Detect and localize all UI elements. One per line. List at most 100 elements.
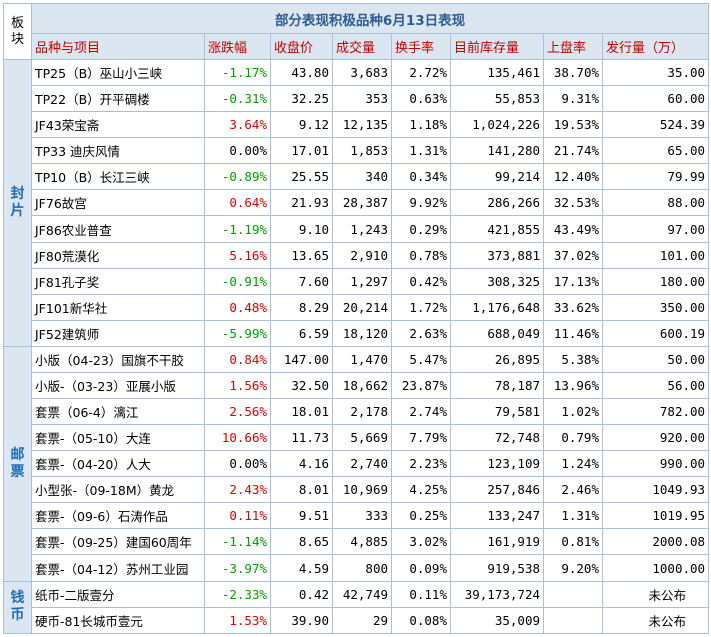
rate-cell [543, 580, 603, 608]
turnover-cell: 9.92% [391, 189, 451, 217]
rate-cell: 19.53% [543, 111, 603, 139]
sector-label: 封片 [3, 59, 32, 347]
item-name-cell: JF86农业普查 [31, 215, 205, 243]
performance-table: 板块 部分表现积极品种6月13日表现 品种与项目 涨跌幅 收盘价 成交量 换手率… [3, 3, 710, 635]
item-name-cell: JF43荣宝斋 [31, 111, 205, 139]
item-name-cell: TP25（B）巫山小三峡 [31, 58, 205, 87]
turnover-cell: 0.63% [391, 85, 451, 113]
item-name-cell: 小型张-（09-18M）黄龙 [31, 476, 205, 504]
stock-cell: 78,187 [450, 371, 544, 400]
volume-cell: 12,135 [332, 111, 392, 139]
change-cell: -5.99% [204, 319, 271, 347]
issue-cell: 50.00 [601, 345, 710, 373]
turnover-cell: 0.08% [391, 606, 451, 635]
turnover-cell: 0.78% [391, 241, 451, 269]
turnover-cell: 2.72% [391, 58, 451, 87]
rate-cell: 13.96% [543, 371, 603, 400]
change-cell: 0.00% [204, 137, 271, 165]
stock-cell: 133,247 [450, 502, 544, 530]
item-name-cell: JF52建筑师 [31, 319, 205, 347]
table-row: 套票（06-4）漓江 2.56% 18.01 2,178 2.74% 79,581 1.02… [4, 398, 710, 426]
volume-cell: 353 [332, 85, 392, 113]
item-name-cell: JF101新华社 [31, 293, 205, 321]
col-header-turnover: 换手率 [391, 33, 451, 60]
turnover-cell: 1.72% [391, 293, 451, 321]
issue-cell: 56.00 [601, 371, 710, 400]
issue-cell: 524.39 [601, 111, 710, 139]
table-row: 小型张-（09-18M）黄龙 2.43% 8.01 10,969 4.25% 257,84… [4, 476, 710, 504]
close-cell: 9.10 [270, 215, 333, 243]
turnover-cell: 2.74% [391, 398, 451, 426]
issue-cell: 35.00 [601, 58, 710, 87]
change-cell: 5.16% [204, 241, 271, 269]
item-name-cell: 套票-（04-12）苏州工业园 [31, 554, 205, 582]
stock-cell: 286,266 [450, 189, 544, 217]
turnover-cell: 0.29% [391, 215, 451, 243]
turnover-cell: 0.09% [391, 554, 451, 582]
item-name-cell: 套票（06-4）漓江 [31, 398, 205, 426]
rate-cell: 21.74% [543, 137, 603, 165]
table-row: 硬币-81长城币壹元 1.53% 39.90 29 0.08% 35,009 未公布 [4, 606, 710, 635]
stock-cell: 72,748 [450, 424, 544, 452]
close-cell: 8.65 [270, 528, 333, 556]
col-header-rate: 上盘率 [543, 33, 603, 60]
rate-cell: 9.31% [543, 85, 603, 113]
stock-cell: 135,461 [450, 58, 544, 87]
issue-cell: 79.99 [601, 163, 710, 191]
item-name-cell: 小版（04-23）国旗不干胶 [31, 345, 205, 373]
change-cell: 0.64% [204, 189, 271, 217]
col-header-name: 品种与项目 [31, 33, 205, 60]
turnover-cell: 3.02% [391, 528, 451, 556]
close-cell: 7.60 [270, 267, 333, 295]
rate-cell: 33.62% [543, 293, 603, 321]
turnover-cell: 0.11% [391, 580, 451, 608]
volume-cell: 3,683 [332, 58, 392, 87]
close-cell: 4.16 [270, 450, 333, 478]
item-name-cell: JF81孔子奖 [31, 267, 205, 295]
stock-cell: 257,846 [450, 476, 544, 504]
issue-cell: 88.00 [601, 189, 710, 217]
table-row: 套票-（09-6）石涛作品 0.11% 9.51 333 0.25% 133,247 1.3… [4, 502, 710, 530]
table-row: 封片 TP25（B）巫山小三峡 -1.17% 43.80 3,683 2.72% 135,4… [3, 58, 710, 347]
item-name-cell: 套票-（05-10）大连 [31, 424, 205, 452]
change-cell: 0.84% [204, 345, 271, 373]
rate-cell: 0.79% [543, 424, 603, 452]
sector-header: 板块 [3, 3, 32, 60]
column-headers: 品种与项目 涨跌幅 收盘价 成交量 换手率 目前库存量 上盘率 发行量（万） [4, 33, 710, 60]
stock-cell: 35,009 [450, 606, 544, 635]
table-row: 套票-（05-10）大连 10.66% 11.73 5,669 7.79% 72,748 0… [4, 424, 710, 452]
stock-cell: 99,214 [450, 163, 544, 191]
item-name-cell: 套票-（09-6）石涛作品 [31, 502, 205, 530]
close-cell: 8.01 [270, 476, 333, 504]
issue-cell: 未公布 [601, 580, 710, 608]
stock-cell: 373,881 [450, 241, 544, 269]
item-name-cell: 小版-（03-23）亚展小版 [31, 371, 205, 400]
col-header-stock: 目前库存量 [450, 33, 544, 60]
issue-cell: 990.00 [601, 450, 710, 478]
volume-cell: 10,969 [332, 476, 392, 504]
table-row: 钱币纸币-二版壹分 -2.33% 0.42 42,749 0.11% 39,173,724… [3, 580, 710, 635]
close-cell: 21.93 [270, 189, 333, 217]
volume-cell: 2,740 [332, 450, 392, 478]
item-name-cell: 硬币-81长城币壹元 [31, 606, 205, 635]
issue-cell: 600.19 [601, 319, 710, 347]
volume-cell: 333 [332, 502, 392, 530]
table-row: 邮票小版（04-23）国旗不干胶 0.84% 147.00 1,470 5.47% 26,… [3, 345, 710, 582]
rate-cell: 1.02% [543, 398, 603, 426]
change-cell: -1.17% [204, 58, 271, 87]
close-cell: 0.42 [270, 580, 333, 608]
volume-cell: 2,910 [332, 241, 392, 269]
issue-cell: 920.00 [601, 424, 710, 452]
change-cell: -2.33% [204, 580, 271, 608]
rate-cell: 38.70% [543, 58, 603, 87]
rate-cell: 43.49% [543, 215, 603, 243]
table-row: TP22（B）开平碉楼 -0.31% 32.25 353 0.63% 55,853 9.31… [4, 85, 710, 113]
change-cell: 0.00% [204, 450, 271, 478]
volume-cell: 1,853 [332, 137, 392, 165]
table-row: 套票-（04-20）人大 0.00% 4.16 2,740 2.23% 123,109 1.… [4, 450, 710, 478]
table-row: 套票-（09-25）建国60周年 -1.14% 8.65 4,885 3.02% 161,… [4, 528, 710, 556]
close-cell: 17.01 [270, 137, 333, 165]
change-cell: -1.14% [204, 528, 271, 556]
close-cell: 147.00 [270, 345, 333, 373]
col-header-volume: 成交量 [332, 33, 392, 60]
